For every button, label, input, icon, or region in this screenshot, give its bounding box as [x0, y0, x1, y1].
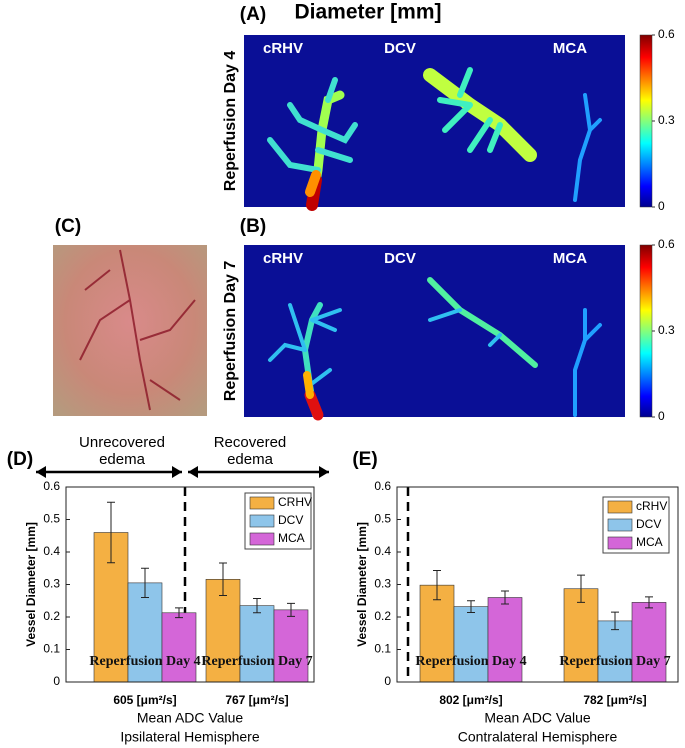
legend-label: DCV	[636, 517, 661, 531]
legend-swatch	[607, 500, 633, 514]
vessel-label: cRHV	[263, 250, 303, 267]
bar	[453, 606, 489, 683]
error-bar	[645, 596, 653, 609]
colorbar-tick-label: 0	[658, 409, 665, 423]
legend-swatch	[249, 496, 275, 510]
photo	[53, 245, 207, 416]
legend-swatch	[249, 532, 275, 546]
error-bar	[175, 607, 183, 619]
y-tick-label: 0.5	[374, 512, 391, 526]
arrow-head	[188, 466, 198, 478]
vessel-drawing	[267, 67, 602, 211]
panel-label: (A)	[240, 4, 266, 25]
arrow-head	[319, 466, 329, 478]
x-tick-label: 782 [μm²/s]	[583, 693, 646, 707]
legend-label: MCA	[278, 531, 305, 545]
bar-annotation: Reperfusion Day 4	[89, 654, 200, 669]
y-tick-label: 0.2	[43, 609, 60, 623]
y-tick-label: 0.4	[43, 544, 60, 558]
y-tick-label: 0.6	[43, 479, 60, 493]
y-tick-label: 0.3	[43, 577, 60, 591]
x-tick-label: 767 [μm²/s]	[225, 693, 288, 707]
photo-veins	[79, 249, 196, 411]
colorbar-tick-label: 0	[658, 199, 665, 213]
region-label: Recovered edema	[213, 434, 287, 468]
bar	[127, 582, 163, 683]
legend-label: DCV	[278, 513, 303, 527]
axes-frame	[65, 486, 315, 683]
y-tick-label: 0	[384, 674, 391, 688]
bar-annotation: Reperfusion Day 4	[415, 654, 526, 669]
error-bar	[433, 570, 441, 601]
y-axis-label: Vessel Diameter [mm]	[355, 522, 369, 647]
row-label: Reperfusion Day 7	[222, 261, 239, 402]
axes-frame	[396, 486, 679, 683]
bar	[273, 609, 309, 683]
y-tick-label: 0.4	[374, 544, 391, 558]
figure-title: Diameter [mm]	[294, 1, 441, 24]
y-tick-label: 0.6	[374, 479, 391, 493]
colorbar-tick-label: 0.6	[658, 27, 675, 41]
legend-label: CRHV	[278, 495, 312, 509]
error-bar	[611, 611, 619, 631]
x-tick-label: 802 [μm²/s]	[439, 693, 502, 707]
legend-label: cRHV	[636, 499, 667, 513]
x-tick-label: 605 [μm²/s]	[113, 693, 176, 707]
error-bar	[253, 597, 261, 614]
vessel-label: DCV	[384, 40, 416, 57]
arrow-head	[36, 466, 46, 478]
colorbar	[639, 34, 653, 208]
y-tick-label: 0.1	[374, 642, 391, 656]
chart-subtitle: Ipsilateral Hemisphere	[120, 729, 259, 745]
y-tick-label: 0	[53, 674, 60, 688]
vessel-label: MCA	[553, 250, 587, 267]
region-label: Unrecovered edema	[79, 434, 165, 468]
legend-label: MCA	[636, 535, 663, 549]
panel-label: (B)	[240, 216, 266, 237]
colorbar-tick-label: 0.6	[658, 237, 675, 251]
vessel-map	[244, 245, 625, 417]
error-bar	[467, 600, 475, 613]
legend-swatch	[249, 514, 275, 528]
y-tick-label: 0.5	[43, 512, 60, 526]
vessel-drawing	[268, 277, 602, 421]
y-tick-label: 0.3	[374, 577, 391, 591]
vessel-label: cRHV	[263, 40, 303, 57]
x-axis-label: Mean ADC Value	[137, 710, 244, 726]
bar-annotation: Reperfusion Day 7	[559, 654, 670, 669]
legend-swatch	[607, 536, 633, 550]
bar	[161, 612, 197, 683]
bar	[239, 605, 275, 683]
bar	[487, 597, 523, 683]
x-axis-label: Mean ADC Value	[484, 710, 591, 726]
bar	[631, 602, 667, 683]
bar	[597, 620, 633, 683]
row-label: Reperfusion Day 4	[222, 51, 239, 192]
chart-subtitle: Contralateral Hemisphere	[458, 729, 618, 745]
panel-label: (E)	[352, 449, 377, 470]
y-tick-label: 0.2	[374, 609, 391, 623]
panel-label: (C)	[55, 216, 81, 237]
colorbar-tick-label: 0.3	[658, 323, 675, 337]
error-bar	[287, 602, 295, 617]
bar-annotation: Reperfusion Day 7	[201, 654, 312, 669]
arrow-head	[172, 466, 182, 478]
panel-label: (D)	[7, 449, 33, 470]
error-bar	[219, 562, 227, 597]
y-tick-label: 0.1	[43, 642, 60, 656]
colorbar-tick-label: 0.3	[658, 113, 675, 127]
error-bar	[501, 590, 509, 605]
bar	[205, 578, 241, 683]
legend-swatch	[607, 518, 633, 532]
y-axis-label: Vessel Diameter [mm]	[24, 522, 38, 647]
error-bar	[141, 567, 149, 598]
vessel-label: DCV	[384, 250, 416, 267]
error-bar	[577, 574, 585, 603]
bar	[419, 584, 455, 683]
colorbar	[639, 244, 653, 418]
error-bar	[107, 501, 115, 564]
vessel-label: MCA	[553, 40, 587, 57]
